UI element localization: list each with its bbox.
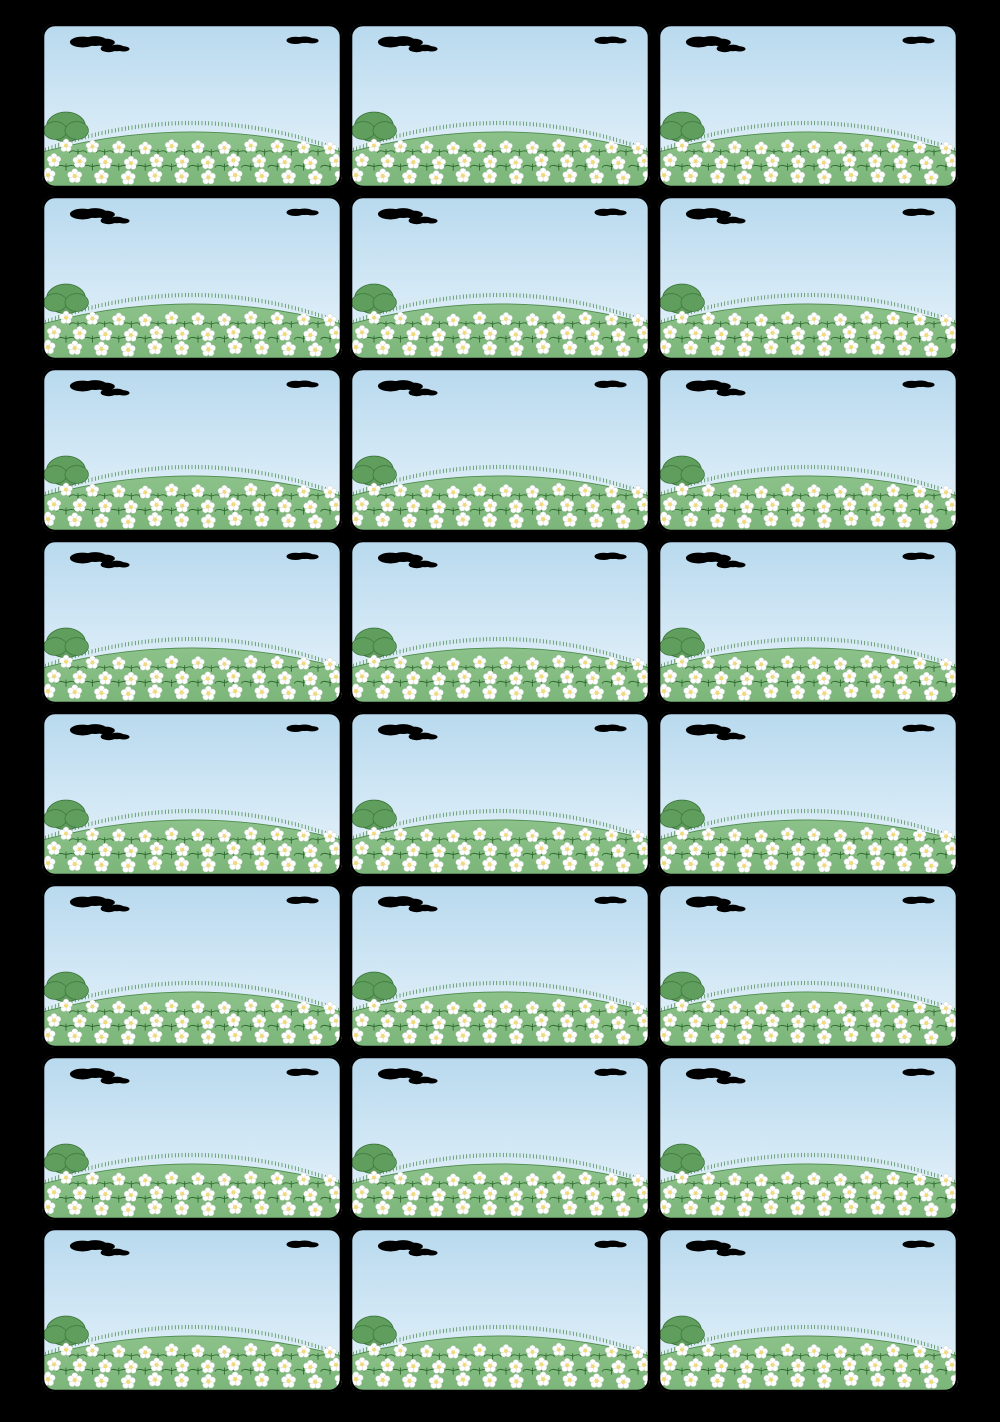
label-card — [658, 1228, 958, 1392]
label-card — [42, 1056, 342, 1220]
label-sheet — [12, 0, 988, 1422]
label-card — [658, 196, 958, 360]
label-card — [42, 884, 342, 1048]
label-card — [42, 1228, 342, 1392]
label-card — [350, 1056, 650, 1220]
label-card — [350, 196, 650, 360]
label-card — [42, 540, 342, 704]
label-card — [42, 368, 342, 532]
label-card — [658, 540, 958, 704]
label-card — [350, 712, 650, 876]
label-card — [42, 196, 342, 360]
label-card — [350, 1228, 650, 1392]
label-card — [42, 712, 342, 876]
label-card — [350, 540, 650, 704]
label-card — [658, 1056, 958, 1220]
label-card — [350, 884, 650, 1048]
label-card — [658, 368, 958, 532]
label-card — [350, 24, 650, 188]
label-card — [350, 368, 650, 532]
label-card — [658, 712, 958, 876]
label-card — [658, 884, 958, 1048]
label-card — [658, 24, 958, 188]
label-card — [42, 24, 342, 188]
